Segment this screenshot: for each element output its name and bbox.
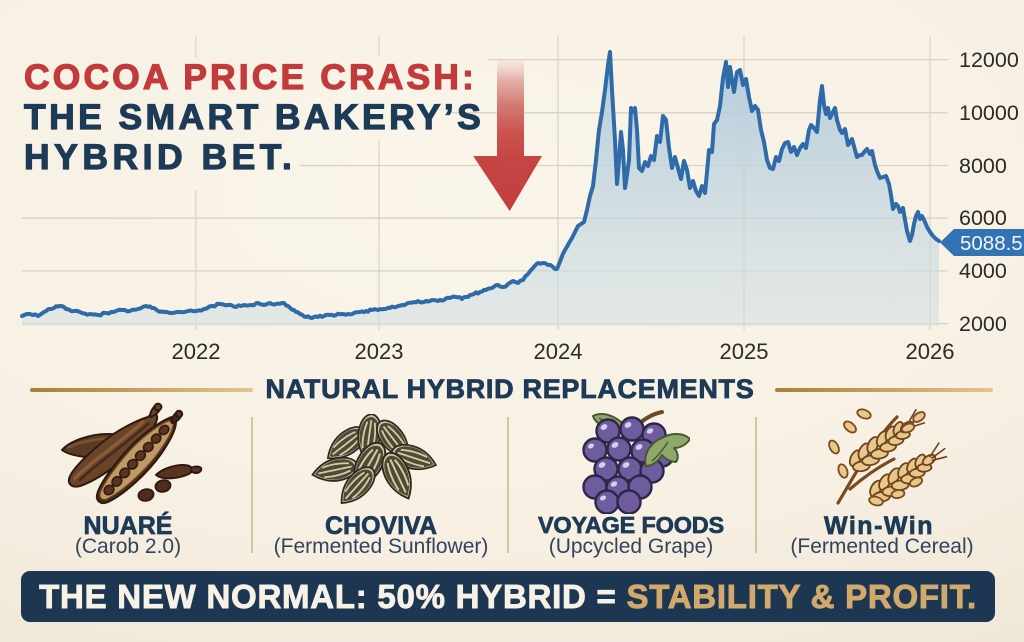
svg-text:5088.5: 5088.5 bbox=[960, 232, 1023, 255]
